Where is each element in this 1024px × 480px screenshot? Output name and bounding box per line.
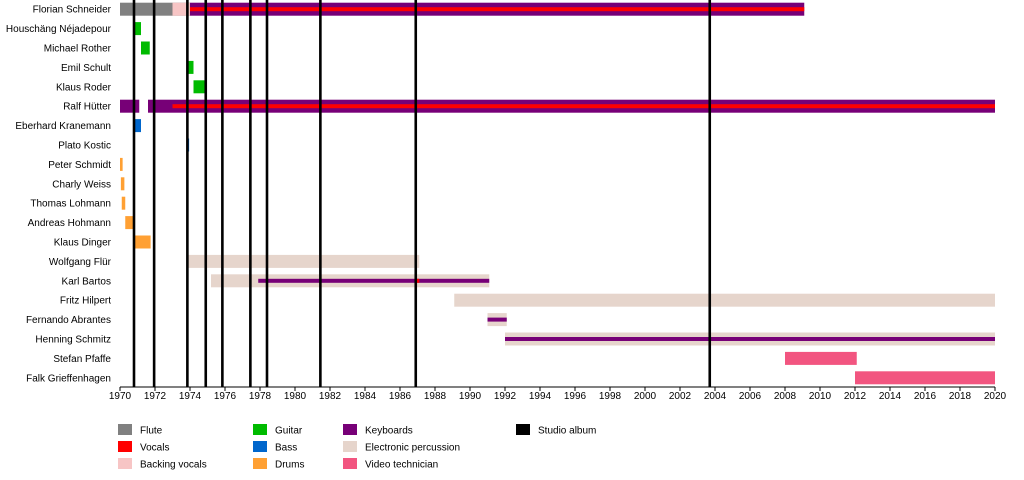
x-tick-label: 1986 <box>389 391 412 402</box>
legend-label-bass: Bass <box>275 443 297 454</box>
member-name-florian-schneider: Florian Schneider <box>33 5 112 16</box>
x-tick-label: 1996 <box>564 391 587 402</box>
bar-emil-schult-guitar <box>186 60 194 74</box>
bar-charly-weiss-drums <box>120 177 125 191</box>
bar-karl-bartos-keyboards <box>258 278 490 283</box>
bar-klaus-dinger-drums <box>134 235 151 249</box>
legend-label-drums: Drums <box>275 460 304 471</box>
x-tick-label: 1992 <box>494 391 517 402</box>
member-name-wolfgang-flur: Wolfgang Flür <box>49 257 112 268</box>
bar-florian-schneider-vocals <box>190 7 805 12</box>
legend-label-keyboards: Keyboards <box>365 426 413 437</box>
member-name-stefan-pfaffe: Stefan Pfaffe <box>53 354 111 365</box>
bar-falk-grieffenhagen-video-technician <box>855 371 995 385</box>
x-tick-label: 1974 <box>179 391 202 402</box>
x-tick-label: 1994 <box>529 391 552 402</box>
legend-swatch-studio-album <box>516 424 530 435</box>
x-tick-label: 1984 <box>354 391 377 402</box>
x-tick-label: 1982 <box>319 391 342 402</box>
x-tick-label: 2010 <box>809 391 832 402</box>
bar-wolfgang-flur-electronic-percussion <box>188 254 420 268</box>
member-name-thomas-lohmann: Thomas Lohmann <box>30 199 111 210</box>
legend-label-video-technician: Video technician <box>365 460 438 471</box>
member-names: Florian Schneider Houschäng Néjadepour Mic… <box>6 5 112 385</box>
bar-karl-bartos-vocals <box>415 278 420 283</box>
x-tick-label: 2014 <box>879 391 902 402</box>
x-tick-label: 2006 <box>739 391 762 402</box>
member-name-peter-schmidt: Peter Schmidt <box>48 160 111 171</box>
bar-stefan-pfaffe-video-technician <box>785 351 857 365</box>
member-name-charly-weiss: Charly Weiss <box>52 179 111 190</box>
x-tick-label: 2020 <box>984 391 1007 402</box>
bar-henning-schmitz-keyboards <box>505 337 995 341</box>
bar-michael-rother-guitar <box>141 41 150 55</box>
bar-florian-schneider-backing-vocals <box>172 2 190 16</box>
bar-klaus-roder-guitar <box>193 80 206 94</box>
bars-layer <box>120 2 995 385</box>
bar-houschang-nejadepour-guitar <box>134 22 141 36</box>
legend-label-backing-vocals: Backing vocals <box>140 460 207 471</box>
member-name-klaus-roder: Klaus Roder <box>56 82 112 93</box>
legend-swatch-drums <box>253 458 267 469</box>
x-tick-label: 2004 <box>704 391 727 402</box>
member-name-karl-bartos: Karl Bartos <box>62 276 111 287</box>
member-name-plato-kostic: Plato Kostic <box>58 141 111 152</box>
legend-swatch-vocals <box>118 441 132 452</box>
bar-andreas-hohmann-drums <box>125 216 135 230</box>
x-tick-label: 2002 <box>669 391 692 402</box>
x-tick-label: 1980 <box>284 391 307 402</box>
legend-label-vocals: Vocals <box>140 443 169 454</box>
x-tick-label: 1998 <box>599 391 622 402</box>
member-name-andreas-hohmann: Andreas Hohmann <box>28 218 111 229</box>
legend: Flute Vocals Backing vocals Guitar Bass Drums… <box>118 424 596 471</box>
x-tick-label: 2012 <box>844 391 867 402</box>
x-tick-label: 1988 <box>424 391 447 402</box>
member-name-houschang-nejadepour: Houschäng Néjadepour <box>6 24 112 35</box>
bar-ralf-hutter-vocals <box>172 104 995 109</box>
member-name-henning-schmitz: Henning Schmitz <box>35 335 111 346</box>
legend-label-electronic-percussion: Electronic percussion <box>365 443 460 454</box>
member-name-eberhard-kranemann: Eberhard Kranemann <box>15 121 111 132</box>
bar-peter-schmidt-drums <box>120 157 123 171</box>
legend-swatch-guitar <box>253 424 267 435</box>
x-tick-label: 2000 <box>634 391 657 402</box>
studio-album-lines <box>132 0 712 387</box>
bar-thomas-lohmann-drums <box>121 196 126 210</box>
member-name-fritz-hilpert: Fritz Hilpert <box>60 296 111 307</box>
x-tick-label: 2008 <box>774 391 797 402</box>
member-name-fernando-abrantes: Fernando Abrantes <box>26 315 111 326</box>
legend-swatch-electronic-percussion <box>343 441 357 452</box>
x-tick-label: 1976 <box>214 391 237 402</box>
x-tick-label: 1978 <box>249 391 272 402</box>
member-name-michael-rother: Michael Rother <box>44 44 112 55</box>
legend-swatch-keyboards <box>343 424 357 435</box>
member-name-falk-grieffenhagen: Falk Grieffenhagen <box>26 373 111 384</box>
x-tick-label: 1990 <box>459 391 482 402</box>
bar-fritz-hilpert-electronic-percussion <box>454 293 995 307</box>
legend-label-guitar: Guitar <box>275 426 303 437</box>
legend-swatch-flute <box>118 424 132 435</box>
legend-label-studio-album: Studio album <box>538 426 596 437</box>
bar-fernando-abrantes-keyboards <box>487 317 507 322</box>
x-axis: 1970 1972 1974 1976 1978 1980 1982 1984 1986 1988… <box>109 386 1007 402</box>
member-name-emil-schult: Emil Schult <box>61 63 111 74</box>
legend-label-flute: Flute <box>140 426 163 437</box>
bar-eberhard-kranemann-bass <box>134 119 141 133</box>
x-tick-label: 2016 <box>914 391 937 402</box>
x-tick-label: 1970 <box>109 391 132 402</box>
x-tick-label: 1972 <box>144 391 167 402</box>
member-name-klaus-dinger: Klaus Dinger <box>54 238 112 249</box>
legend-swatch-backing-vocals <box>118 458 132 469</box>
legend-swatch-video-technician <box>343 458 357 469</box>
x-tick-label: 2018 <box>949 391 972 402</box>
legend-swatch-bass <box>253 441 267 452</box>
bar-ralf-hutter-keyboards <box>120 99 140 113</box>
member-name-ralf-hutter: Ralf Hütter <box>63 102 111 113</box>
